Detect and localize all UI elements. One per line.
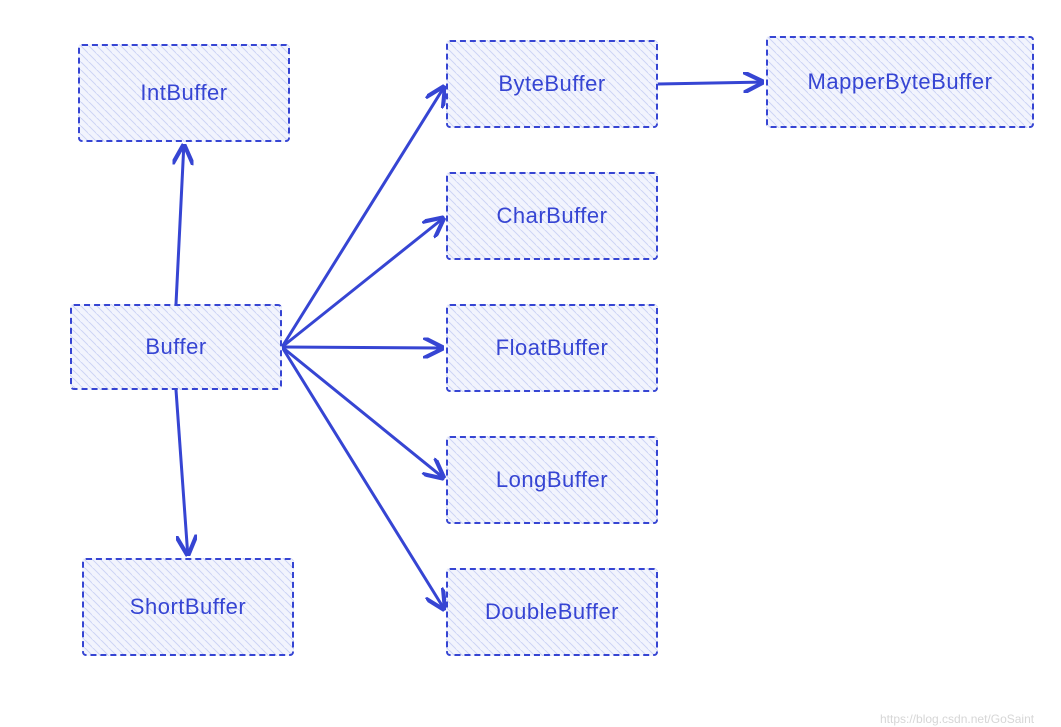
edge-buffer-to-byteBuffer xyxy=(282,89,443,347)
node-label-longBuffer: LongBuffer xyxy=(496,467,608,493)
edge-buffer-to-intBuffer xyxy=(176,148,184,304)
node-mapperByteBuffer: MapperByteBuffer xyxy=(766,36,1034,128)
node-label-mapperByteBuffer: MapperByteBuffer xyxy=(808,69,993,95)
node-buffer: Buffer xyxy=(70,304,282,390)
node-label-shortBuffer: ShortBuffer xyxy=(130,594,246,620)
watermark-text: https://blog.csdn.net/GoSaint xyxy=(880,712,1034,726)
node-charBuffer: CharBuffer xyxy=(446,172,658,260)
node-label-intBuffer: IntBuffer xyxy=(140,80,227,106)
node-label-doubleBuffer: DoubleBuffer xyxy=(485,599,619,625)
node-label-byteBuffer: ByteBuffer xyxy=(498,71,605,97)
node-label-buffer: Buffer xyxy=(145,334,206,360)
node-doubleBuffer: DoubleBuffer xyxy=(446,568,658,656)
node-intBuffer: IntBuffer xyxy=(78,44,290,142)
node-label-floatBuffer: FloatBuffer xyxy=(496,335,609,361)
edge-byteBuffer-to-mapperByteBuffer xyxy=(658,82,760,84)
watermark-label: https://blog.csdn.net/GoSaint xyxy=(880,712,1034,726)
edge-buffer-to-floatBuffer xyxy=(282,347,440,348)
node-byteBuffer: ByteBuffer xyxy=(446,40,658,128)
edge-buffer-to-doubleBuffer xyxy=(282,347,443,607)
edge-buffer-to-longBuffer xyxy=(282,347,441,476)
edge-buffer-to-shortBuffer xyxy=(176,390,188,552)
node-floatBuffer: FloatBuffer xyxy=(446,304,658,392)
edge-buffer-to-charBuffer xyxy=(282,220,441,347)
node-shortBuffer: ShortBuffer xyxy=(82,558,294,656)
node-longBuffer: LongBuffer xyxy=(446,436,658,524)
node-label-charBuffer: CharBuffer xyxy=(497,203,608,229)
